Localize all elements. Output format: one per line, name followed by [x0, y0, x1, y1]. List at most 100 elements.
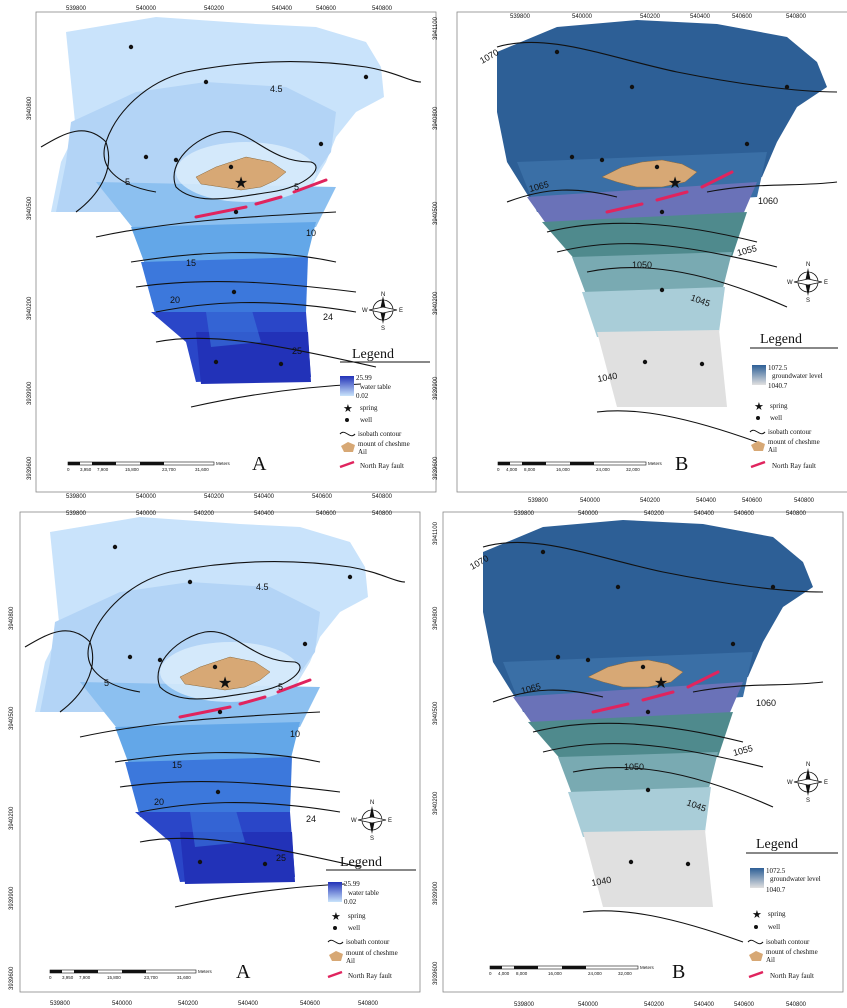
easting-tick: 540000 [136, 511, 157, 517]
svg-text:W: W [787, 280, 793, 286]
svg-text:0: 0 [49, 975, 52, 980]
svg-text:S: S [370, 836, 374, 842]
svg-text:23,700: 23,700 [162, 467, 176, 472]
scale-bar: 0 3,950 7,900 15,800 23,700 31,600 Meter… [49, 969, 213, 980]
legend: Legend 1072.5 groundwater level 1040.7 ★… [746, 837, 838, 980]
easting-tick: 540000 [580, 498, 601, 504]
contour-label: 5 [104, 678, 109, 688]
easting-tick: 540000 [572, 14, 593, 20]
contour-icon [749, 429, 766, 435]
svg-text:S: S [381, 326, 385, 332]
fault-icon [748, 970, 764, 979]
axis-labels: 539800 540000 540200 540400 540600 54080… [9, 6, 815, 1008]
contour-label: 1040 [591, 875, 612, 888]
easting-tick: 540400 [272, 6, 293, 12]
svg-text:0: 0 [489, 971, 492, 976]
svg-text:1040.7: 1040.7 [768, 382, 788, 390]
svg-text:well: well [348, 924, 360, 932]
svg-text:32,000: 32,000 [618, 971, 632, 976]
easting-tick: 540400 [690, 14, 711, 20]
svg-text:E: E [824, 280, 828, 286]
easting-tick: 540400 [694, 511, 715, 517]
fault-icon [750, 460, 766, 469]
easting-tick: 540800 [786, 511, 807, 517]
svg-text:Ail: Ail [768, 446, 777, 454]
easting-tick: 540600 [312, 494, 333, 500]
northing-tick: 3940200 [27, 296, 33, 320]
svg-text:16,000: 16,000 [548, 971, 562, 976]
northing-tick: 3940200 [9, 806, 15, 830]
svg-text:4,000: 4,000 [498, 971, 510, 976]
svg-text:isobath contour: isobath contour [768, 428, 812, 436]
northing-tick: 3940500 [433, 201, 439, 225]
contour-label: 1050 [624, 762, 644, 772]
easting-tick: 540200 [204, 6, 225, 12]
svg-text:well: well [770, 414, 782, 422]
panel-letters: A B A B [236, 453, 688, 983]
svg-text:water table: water table [360, 383, 391, 391]
easting-tick: 539800 [514, 511, 535, 517]
easting-tick: 540800 [794, 498, 815, 504]
svg-text:N: N [370, 800, 374, 806]
well-icon [345, 418, 349, 422]
svg-text:23,700: 23,700 [144, 975, 158, 980]
svg-text:E: E [399, 308, 403, 314]
northing-tick: 3941100 [433, 521, 439, 545]
panel-letter-a: A [252, 453, 267, 475]
contour-label: 25 [276, 853, 286, 863]
easting-tick: 540200 [204, 494, 225, 500]
svg-text:Meters: Meters [648, 461, 663, 466]
svg-text:1072.5: 1072.5 [766, 867, 786, 875]
northing-tick: 3939600 [433, 961, 439, 985]
easting-tick: 540000 [578, 1002, 599, 1008]
mount-icon [751, 441, 765, 451]
svg-text:8,000: 8,000 [524, 467, 536, 472]
contour-label: 5 [278, 682, 283, 692]
north-arrow: N S E W [787, 262, 828, 304]
contour-label: 25 [292, 346, 302, 356]
contour-label: 10 [290, 729, 300, 739]
svg-text:Ail: Ail [766, 956, 775, 964]
easting-tick: 540600 [300, 1001, 321, 1007]
easting-tick: 540600 [316, 6, 337, 12]
easting-tick: 540400 [696, 498, 717, 504]
easting-tick: 540400 [238, 1001, 259, 1007]
contour-label: 1040 [597, 371, 618, 384]
svg-text:31,600: 31,600 [177, 975, 191, 980]
legend: Legend 25.99 water table 0.02 ★ spring w… [326, 855, 416, 980]
svg-text:North Ray fault: North Ray fault [770, 972, 814, 980]
fault-icon [339, 460, 355, 469]
mount-icon [329, 951, 343, 961]
easting-tick: 540400 [254, 494, 275, 500]
svg-text:S: S [806, 298, 810, 304]
northing-tick: 3939600 [27, 456, 33, 480]
easting-tick: 540800 [372, 6, 393, 12]
legend-title: Legend [760, 332, 802, 347]
easting-tick: 539800 [66, 511, 87, 517]
svg-text:4,000: 4,000 [506, 467, 518, 472]
svg-text:groundwater level: groundwater level [770, 875, 821, 883]
contour-label: 1050 [632, 260, 652, 270]
svg-text:1072.5: 1072.5 [768, 364, 788, 372]
spring-icon: ★ [752, 909, 762, 921]
easting-tick: 540600 [734, 511, 755, 517]
svg-text:Meters: Meters [216, 461, 231, 466]
scale-bar: 0 4,000 8,000 16,000 24,000 32,000 Meter… [489, 965, 655, 976]
legend-title: Legend [340, 855, 382, 870]
well-icon [333, 926, 337, 930]
easting-tick: 540600 [316, 511, 337, 517]
legend: Legend 1072.5 groundwater level 1040.7 ★… [749, 332, 838, 470]
easting-tick: 540400 [694, 1002, 715, 1008]
easting-tick: 540200 [640, 498, 661, 504]
mount-icon [749, 951, 763, 961]
easting-tick: 540200 [640, 14, 661, 20]
svg-text:North Ray fault: North Ray fault [772, 462, 816, 470]
svg-text:E: E [388, 818, 392, 824]
easting-tick: 539800 [50, 1001, 71, 1007]
svg-text:24,000: 24,000 [588, 971, 602, 976]
contour-label: 4.5 [270, 84, 283, 94]
north-arrow: N S E W [351, 800, 392, 842]
legend: Legend 25.99 water table 0.02 ★ spring w… [339, 347, 430, 470]
easting-tick: 540600 [742, 498, 763, 504]
easting-tick: 540200 [644, 511, 665, 517]
